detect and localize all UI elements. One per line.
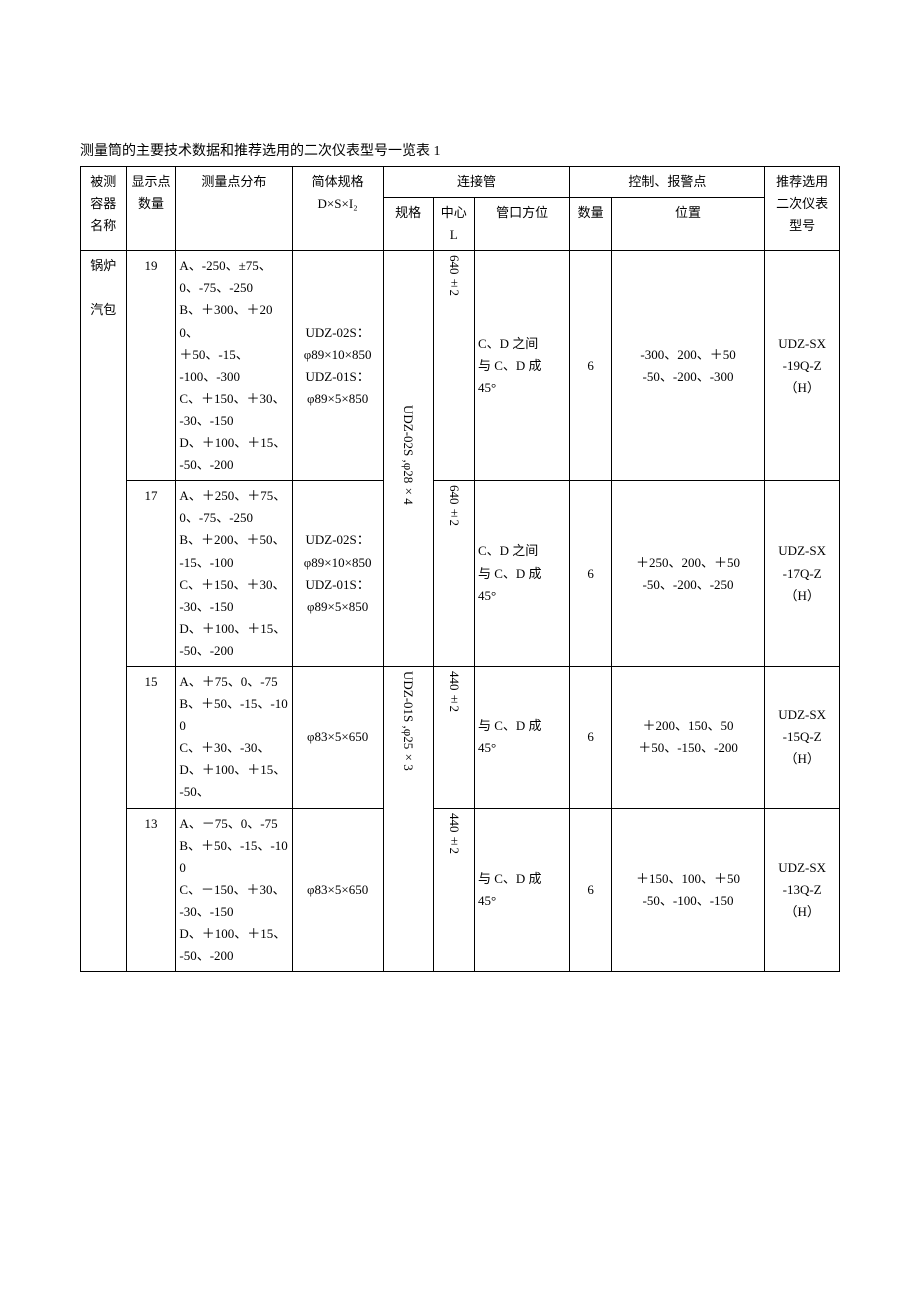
hdr-rec-l3: 型号: [789, 218, 815, 233]
cell-rec: UDZ-SX -13Q-Z （H）: [765, 808, 840, 972]
cell-points: 17: [126, 481, 176, 667]
cell-spec: UDZ-02S： φ89×10×850 UDZ-01S： φ89×5×850: [292, 481, 383, 667]
hdr-dist: 测量点分布: [176, 167, 292, 251]
cell-ctrl-pos: ＋150、100、＋50 -50、-100、-150: [611, 808, 764, 972]
hdr-vessel: 被测 容器 名称: [81, 167, 127, 251]
hdr-points: 显示点 数量: [126, 167, 176, 251]
cell-ctrl-qty: 6: [570, 666, 611, 808]
hdr-rec: 推荐选用 二次仪表 型号: [765, 167, 840, 251]
cell-center-l: 440±2: [433, 808, 474, 972]
tech-data-table: 被测 容器 名称 显示点 数量 测量点分布 简体规格 D×S×I₂ 连接管 控制…: [80, 166, 840, 972]
cell-dir: C、D 之间 与 C、D 成 45°: [474, 481, 569, 667]
cell-ctrl-pos: ＋200、150、50 ＋50、-150、-200: [611, 666, 764, 808]
hdr-pipe: 连接管: [383, 167, 570, 198]
hdr-points-l2: 数量: [138, 196, 164, 211]
cell-spec: φ83×5×650: [292, 666, 383, 808]
hdr-rec-l1: 推荐选用: [776, 174, 828, 189]
hdr-vessel-l3: 名称: [90, 218, 116, 233]
hdr-spec-l1: 简体规格: [312, 174, 364, 189]
cell-spec: UDZ-02S： φ89×10×850 UDZ-01S： φ89×5×850: [292, 251, 383, 481]
center-l-text: 440±2: [443, 671, 465, 712]
cell-ctrl-qty: 6: [570, 251, 611, 481]
center-l-text: 640±2: [443, 485, 465, 526]
header-row-1: 被测 容器 名称 显示点 数量 测量点分布 简体规格 D×S×I₂ 连接管 控制…: [81, 167, 840, 198]
cell-ctrl-pos: ＋250、200、＋50 -50、-200、-250: [611, 481, 764, 667]
hdr-pipe-center: 中心 L: [433, 198, 474, 251]
cell-dir: 与 C、D 成 45°: [474, 808, 569, 972]
hdr-rec-l2: 二次仪表: [776, 196, 828, 211]
cell-spec: φ83×5×650: [292, 808, 383, 972]
hdr-points-l1: 显示点: [131, 174, 170, 189]
hdr-spec-l2: D×S×I₂: [318, 196, 358, 211]
cell-dir: C、D 之间 与 C、D 成 45°: [474, 251, 569, 481]
cell-dist: A、＋250、＋75、0、-75、-250 B、＋200、＋50、-15、-10…: [176, 481, 292, 667]
hdr-pipe-center-l2: L: [450, 227, 458, 242]
hdr-pipe-spec: 规格: [383, 198, 433, 251]
cell-dist: A、＋75、0、-75 B、＋50、-15、-100 C、＋30、-30、 D、…: [176, 666, 292, 808]
cell-points: 13: [126, 808, 176, 972]
hdr-ctrl-qty: 数量: [570, 198, 611, 251]
cell-points: 19: [126, 251, 176, 481]
cell-center-l: 640±2: [433, 251, 474, 481]
cell-center-l: 640±2: [433, 481, 474, 667]
hdr-pipe-dir: 管口方位: [474, 198, 569, 251]
table-row: 13 A、－75、0、-75 B、＋50、-15、-100 C、－150、＋30…: [81, 808, 840, 972]
hdr-ctrl: 控制、报警点: [570, 167, 765, 198]
cell-rec: UDZ-SX -17Q-Z （H）: [765, 481, 840, 667]
pipe-spec-top-text: UDZ-02S ,φ28×4: [397, 405, 419, 505]
hdr-spec: 简体规格 D×S×I₂: [292, 167, 383, 251]
cell-vessel: 锅炉 汽包: [81, 251, 127, 972]
cell-pipe-spec-bot: UDZ-01S ,φ25×3: [383, 666, 433, 971]
table-row: 15 A、＋75、0、-75 B、＋50、-15、-100 C、＋30、-30、…: [81, 666, 840, 808]
center-l-text: 640±2: [443, 255, 465, 296]
table-row: 17 A、＋250、＋75、0、-75、-250 B、＋200、＋50、-15、…: [81, 481, 840, 667]
cell-dir: 与 C、D 成 45°: [474, 666, 569, 808]
cell-dist: A、－75、0、-75 B、＋50、-15、-100 C、－150、＋30、-3…: [176, 808, 292, 972]
cell-rec: UDZ-SX -15Q-Z （H）: [765, 666, 840, 808]
cell-points: 15: [126, 666, 176, 808]
pipe-spec-bot-text: UDZ-01S ,φ25×3: [397, 671, 419, 771]
table-row: 锅炉 汽包 19 A、-250、±75、0、-75、-250 B、＋300、＋2…: [81, 251, 840, 481]
cell-ctrl-pos: -300、200、＋50 -50、-200、-300: [611, 251, 764, 481]
hdr-vessel-l2: 容器: [90, 196, 116, 211]
cell-pipe-spec-top: UDZ-02S ,φ28×4: [383, 251, 433, 667]
cell-ctrl-qty: 6: [570, 481, 611, 667]
hdr-ctrl-pos: 位置: [611, 198, 764, 251]
cell-ctrl-qty: 6: [570, 808, 611, 972]
cell-rec: UDZ-SX -19Q-Z （H）: [765, 251, 840, 481]
cell-dist: A、-250、±75、0、-75、-250 B、＋300、＋200、 ＋50、-…: [176, 251, 292, 481]
hdr-pipe-center-l1: 中心: [441, 205, 467, 220]
cell-center-l: 440±2: [433, 666, 474, 808]
table-title: 测量筒的主要技术数据和推荐选用的二次仪表型号一览表 1: [80, 140, 840, 160]
center-l-text: 440±2: [443, 813, 465, 854]
page-container: 测量筒的主要技术数据和推荐选用的二次仪表型号一览表 1 被测 容器 名称 显示点…: [80, 140, 840, 972]
hdr-vessel-l1: 被测: [90, 174, 116, 189]
